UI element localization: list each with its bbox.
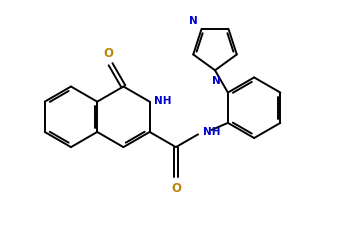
Text: O: O <box>103 47 113 60</box>
Text: NH: NH <box>154 96 172 106</box>
Text: N: N <box>212 76 221 86</box>
Text: O: O <box>171 182 181 195</box>
Text: N: N <box>189 16 198 26</box>
Text: NH: NH <box>203 127 220 137</box>
